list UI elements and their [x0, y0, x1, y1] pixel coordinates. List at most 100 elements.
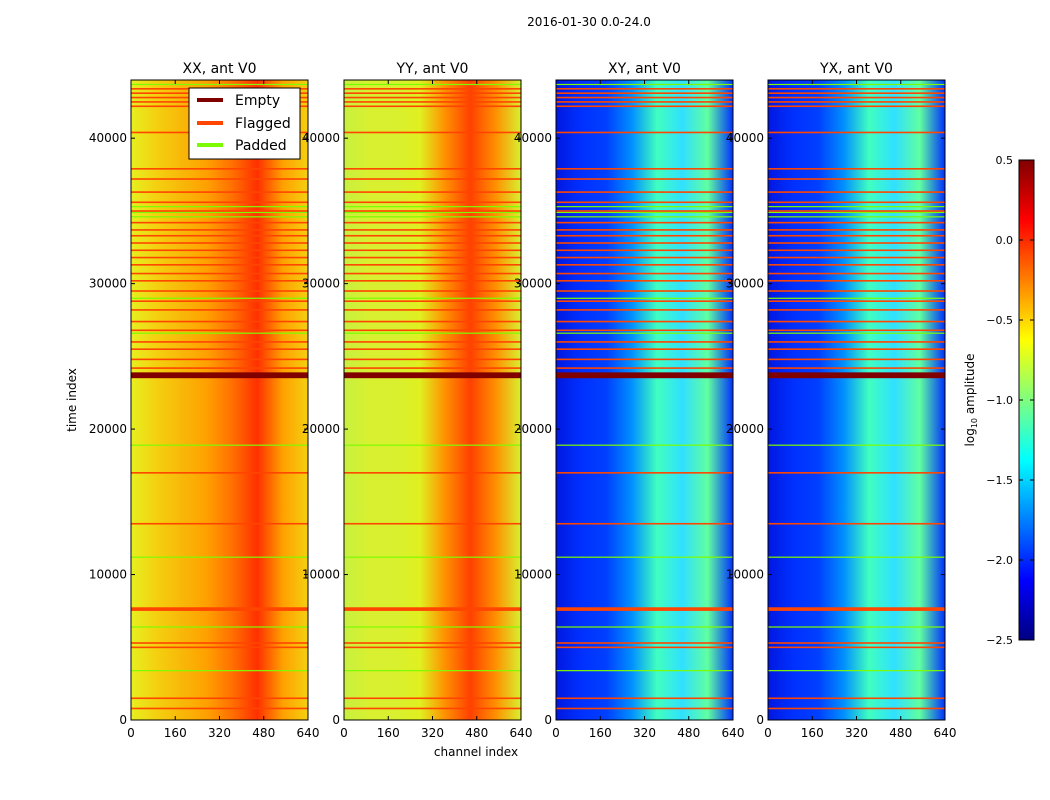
- flagged-row: [131, 320, 308, 323]
- flagged-row: [556, 210, 733, 212]
- x-tick-label: 160: [164, 726, 187, 740]
- y-tick-label: 10000: [302, 568, 340, 582]
- empty-row: [131, 372, 308, 379]
- flagged-row: [768, 522, 945, 525]
- flagged-row: [131, 367, 308, 369]
- flagged-row: [131, 522, 308, 525]
- flagged-row: [556, 256, 733, 259]
- flagged-row: [556, 168, 733, 170]
- x-tick-label: 640: [722, 726, 745, 740]
- flagged-row: [131, 256, 308, 259]
- padded-row: [768, 216, 945, 218]
- padded-row: [344, 444, 521, 446]
- heatmap-panel-0: XX, ant V0 0 160 320 480 640 0 10000 20000 30000 4…: [89, 61, 320, 740]
- y-tick-label: 0: [332, 713, 340, 727]
- panel-title: YX, ant V0: [819, 61, 893, 77]
- flagged-row: [344, 221, 521, 224]
- flagged-row: [768, 191, 945, 193]
- flagged-row: [131, 472, 308, 474]
- flagged-row: [768, 358, 945, 361]
- flagged-row: [344, 300, 521, 302]
- padded-row: [556, 216, 733, 218]
- x-tick-label: 320: [421, 726, 444, 740]
- flagged-row: [556, 178, 733, 180]
- flagged-row: [344, 329, 521, 332]
- x-tick-label: 160: [801, 726, 824, 740]
- panel-title: XX, ant V0: [183, 61, 257, 77]
- flagged-row: [556, 229, 733, 231]
- flagged-row: [131, 221, 308, 224]
- padded-row: [344, 297, 521, 299]
- y-tick-label: 30000: [89, 277, 127, 291]
- flagged-row: [768, 309, 945, 311]
- flagged-row: [131, 264, 308, 266]
- flagged-row: [344, 320, 521, 323]
- flagged-row: [556, 300, 733, 302]
- flagged-row: [768, 201, 945, 204]
- flagged-row: [344, 229, 521, 231]
- x-tick-label: 640: [297, 726, 320, 740]
- y-tick-label: 20000: [726, 422, 764, 436]
- x-tick-label: 480: [677, 726, 700, 740]
- padded-row: [131, 83, 308, 86]
- flagged-row: [768, 264, 945, 266]
- flagged-row: [344, 607, 521, 611]
- padded-row: [344, 332, 521, 334]
- flagged-row: [131, 290, 308, 292]
- padded-row: [131, 332, 308, 334]
- padded-row: [131, 216, 308, 218]
- heatmap-image: [344, 80, 521, 720]
- flagged-row: [556, 348, 733, 350]
- y-tick-label: 30000: [302, 277, 340, 291]
- flagged-row: [768, 707, 945, 710]
- y-tick-label: 40000: [726, 131, 764, 145]
- flagged-row: [344, 642, 521, 644]
- padded-row: [556, 332, 733, 334]
- flagged-row: [131, 249, 308, 252]
- flagged-row: [556, 522, 733, 525]
- padded-row: [768, 297, 945, 299]
- y-tick-label: 20000: [514, 422, 552, 436]
- padded-row: [556, 556, 733, 558]
- flagged-row: [556, 201, 733, 204]
- flagged-row: [131, 210, 308, 212]
- flagged-row: [131, 234, 308, 237]
- flagged-row: [556, 234, 733, 237]
- colorbar-tick-label: −1.0: [986, 394, 1013, 407]
- flagged-row: [768, 272, 945, 275]
- flagged-row: [556, 607, 733, 611]
- flagged-row: [556, 105, 733, 108]
- flagged-row: [768, 249, 945, 252]
- flagged-row: [768, 92, 945, 94]
- flagged-row: [131, 329, 308, 332]
- flagged-row: [556, 280, 733, 282]
- flagged-row: [768, 105, 945, 108]
- flagged-row: [768, 210, 945, 212]
- flagged-row: [344, 272, 521, 275]
- legend: Empty Flagged Padded: [188, 87, 301, 160]
- y-tick-label: 0: [756, 713, 764, 727]
- flagged-row: [131, 642, 308, 644]
- flagged-row: [556, 646, 733, 649]
- y-tick-label: 20000: [89, 422, 127, 436]
- flagged-row: [344, 341, 521, 343]
- x-tick-label: 160: [589, 726, 612, 740]
- flagged-row: [556, 290, 733, 292]
- padded-row: [344, 216, 521, 218]
- panel-title: XY, ant V0: [608, 61, 681, 77]
- flagged-row: [344, 131, 521, 134]
- flagged-row: [768, 642, 945, 644]
- padded-row: [131, 556, 308, 558]
- legend-label-empty: Empty: [235, 93, 280, 109]
- flagged-row: [344, 707, 521, 710]
- flagged-row: [344, 96, 521, 99]
- flagged-row: [768, 367, 945, 369]
- flagged-row: [344, 210, 521, 212]
- flagged-row: [768, 168, 945, 170]
- y-tick-label: 0: [544, 713, 552, 727]
- x-tick-label: 0: [552, 726, 560, 740]
- flagged-row: [556, 642, 733, 644]
- flagged-row: [344, 105, 521, 108]
- flagged-row: [131, 272, 308, 275]
- flagged-row: [344, 168, 521, 170]
